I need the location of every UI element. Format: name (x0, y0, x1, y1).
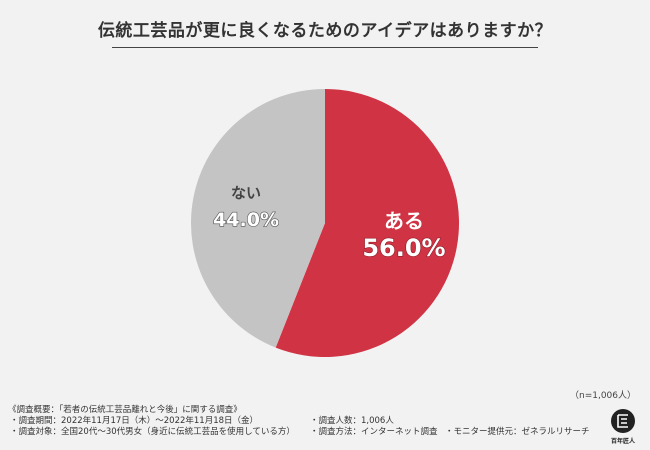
pie-slice-0 (275, 89, 459, 357)
survey-provider: ・モニター提供元：ゼネラルリサーチ (445, 427, 590, 437)
survey-count: ・調査人数：1,006人 (310, 416, 394, 426)
pie-slice-1 (190, 89, 325, 348)
slice-value-label-1: 44.0% (213, 209, 279, 231)
survey-method: ・調査方法：インターネット調査 (310, 427, 438, 437)
svg-text:百年匠人: 百年匠人 (611, 437, 636, 445)
survey-target: ・調査対象：全国20代〜30代男女（身近に伝統工芸品を使用している方） (10, 427, 295, 437)
chart-title: 伝統工芸品が更に良くなるためのアイデアはありますか？ (97, 21, 553, 41)
title-underline (112, 47, 538, 48)
slice-label-1: ない (231, 184, 261, 202)
sample-size-note: （n=1,006人） (569, 391, 636, 401)
brand-logo: 百年匠人 (611, 409, 636, 445)
survey-period: ・調査期間：2022年11月17日（木）〜2022年11月18日（金） (10, 416, 259, 426)
slice-value-label-0: 56.0% (362, 234, 445, 262)
slice-label-0: ある (384, 209, 424, 233)
survey-summary: 《調査概要：「若者の伝統工芸品離れと今後」に関する調査》 ・調査期間：2022年… (8, 405, 608, 438)
survey-heading: 《調査概要：「若者の伝統工芸品離れと今後」に関する調査》 (8, 405, 242, 415)
